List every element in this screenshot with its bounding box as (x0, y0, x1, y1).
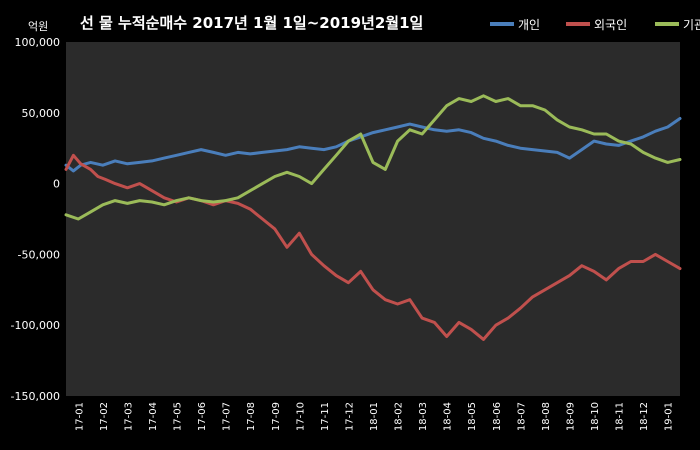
legend: 개인 외국인 기관 (490, 18, 700, 32)
x-tick-label: 18-06 (492, 402, 503, 431)
x-tick-label: 17-09 (271, 402, 282, 431)
x-tick-label: 18-09 (565, 402, 576, 431)
x-axis: 17-01 17-02 17-03 17-04 17-05 17-06 17-07 17-08… (74, 402, 674, 431)
x-tick-label: 18-05 (467, 402, 478, 431)
x-tick-label: 17-05 (173, 402, 184, 431)
x-tick-label: 18-04 (443, 402, 454, 431)
x-tick-label: 17-03 (123, 402, 134, 431)
x-tick-label: 17-04 (148, 402, 159, 431)
plot-area (66, 42, 680, 396)
x-tick-label: 17-10 (295, 402, 306, 431)
y-axis: 100,000 50,000 0 -50,000 -100,000 -150,000 (11, 36, 60, 403)
legend-label: 기관 (683, 18, 700, 32)
x-tick-label: 17-01 (74, 402, 85, 431)
x-tick-label: 17-12 (344, 402, 355, 431)
series-layer (64, 94, 682, 341)
series-line (64, 117, 682, 173)
series-line (64, 94, 682, 221)
x-tick-label: 18-01 (369, 402, 380, 431)
x-tick-label: 18-07 (516, 402, 527, 431)
x-tick-label: 17-07 (222, 402, 233, 431)
y-tick-label: 50,000 (22, 107, 61, 120)
chart-title: 선 물 누적순매수 2017년 1월 1일~2019년2월1일 (80, 14, 423, 32)
y-tick-label: 0 (53, 178, 60, 191)
x-tick-label: 17-11 (320, 402, 331, 431)
y-tick-label: -50,000 (18, 248, 60, 261)
x-tick-label: 18-03 (418, 402, 429, 431)
x-tick-label: 19-01 (664, 402, 675, 431)
x-tick-label: 18-10 (590, 402, 601, 431)
unit-label: 억원 (28, 20, 48, 33)
legend-label: 외국인 (594, 18, 627, 32)
x-tick-label: 18-12 (639, 402, 650, 431)
series-line (64, 153, 682, 341)
x-tick-label: 17-06 (197, 402, 208, 431)
x-tick-label: 17-08 (246, 402, 257, 431)
legend-label: 개인 (518, 18, 540, 32)
x-tick-label: 17-02 (99, 402, 110, 431)
y-tick-label: 100,000 (15, 36, 61, 49)
x-tick-label: 18-08 (541, 402, 552, 431)
x-tick-label: 18-11 (615, 402, 626, 431)
x-tick-label: 18-02 (394, 402, 405, 431)
y-tick-label: -100,000 (11, 319, 60, 332)
y-tick-label: -150,000 (11, 390, 60, 403)
